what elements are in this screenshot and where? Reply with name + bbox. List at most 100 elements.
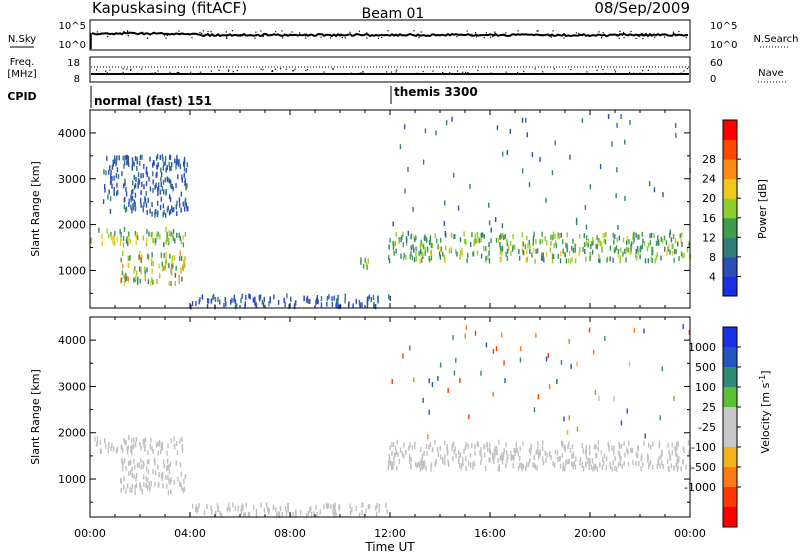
data-point [149, 486, 151, 492]
data-point [184, 231, 187, 237]
data-point [165, 188, 167, 194]
data-point [163, 252, 165, 258]
data-point [439, 362, 442, 368]
data-point [492, 349, 495, 355]
data-point [623, 441, 625, 447]
data-point [587, 242, 589, 248]
data-point [414, 237, 416, 243]
data-point [229, 299, 232, 305]
data-point [403, 253, 405, 259]
velocity-panel-frame [89, 316, 691, 518]
velocity-colorbar-tick-label: -1000 [684, 481, 716, 494]
data-point [636, 255, 638, 261]
data-point [671, 450, 673, 456]
data-point [233, 294, 236, 300]
data-point [123, 458, 126, 464]
data-point [258, 294, 261, 300]
data-point [452, 441, 455, 447]
data-point [487, 254, 489, 260]
data-point [568, 258, 570, 264]
data-point [506, 248, 509, 254]
colorbar-segment [723, 256, 737, 277]
velocity-colorbar-label-main: Velocity [m s [759, 382, 772, 453]
data-point [240, 298, 242, 304]
data-point [675, 462, 677, 468]
nave-dot [390, 71, 393, 73]
data-point [113, 175, 115, 181]
nave-dot [154, 72, 156, 74]
data-point [676, 466, 679, 472]
data-point [331, 296, 333, 302]
data-point [125, 488, 127, 494]
nsearch-dot [505, 32, 507, 34]
data-point [660, 454, 662, 460]
data-point [175, 204, 177, 210]
power-colorbar-tick-label: 12 [702, 231, 716, 244]
data-point [480, 447, 482, 453]
data-point [565, 242, 567, 248]
data-point [164, 177, 167, 183]
data-point [535, 239, 537, 245]
data-point [459, 249, 462, 255]
data-point [135, 437, 138, 443]
data-point [145, 241, 148, 247]
data-point [391, 442, 393, 448]
data-point [589, 460, 591, 466]
data-point [402, 242, 405, 248]
data-point [157, 191, 159, 197]
data-point [169, 461, 172, 467]
data-point [484, 452, 486, 458]
data-point [139, 484, 142, 490]
data-point [499, 249, 502, 255]
data-point [532, 235, 535, 241]
data-point [155, 172, 157, 178]
data-point [338, 504, 340, 510]
data-point [166, 458, 169, 464]
data-point [139, 441, 141, 447]
nave-dot [151, 72, 153, 74]
data-point [392, 244, 395, 250]
data-point [138, 462, 140, 468]
data-point [518, 249, 520, 255]
data-point [249, 294, 251, 300]
nave-dot [157, 70, 159, 72]
data-point [514, 244, 516, 250]
data-point [455, 453, 457, 459]
data-point [557, 456, 559, 462]
nsearch-dot [417, 34, 420, 36]
data-point [157, 482, 160, 488]
data-point [658, 440, 661, 446]
data-point [168, 478, 170, 484]
data-point [223, 302, 225, 308]
data-point [176, 450, 179, 456]
data-point [653, 233, 655, 239]
data-point [474, 330, 477, 336]
data-point [174, 272, 177, 278]
data-point [652, 441, 654, 447]
data-point [125, 186, 127, 192]
data-point [163, 265, 165, 271]
data-point [398, 458, 400, 464]
data-point [463, 238, 466, 244]
data-point [533, 247, 535, 253]
data-point [656, 240, 658, 246]
data-point [375, 505, 377, 511]
data-point [403, 442, 405, 448]
data-point [143, 474, 145, 480]
data-point [187, 206, 189, 212]
data-point [273, 294, 275, 300]
data-point [579, 457, 582, 463]
data-point [217, 506, 220, 512]
data-point [214, 297, 217, 303]
data-point [332, 503, 334, 509]
data-point [675, 123, 677, 129]
data-point [548, 383, 551, 389]
data-point [643, 241, 646, 247]
data-point [554, 240, 557, 246]
nsearch-dot [600, 37, 603, 39]
data-point [565, 258, 568, 264]
data-point [349, 503, 351, 509]
data-point [157, 231, 159, 237]
data-point [547, 353, 549, 359]
data-point [179, 462, 182, 468]
